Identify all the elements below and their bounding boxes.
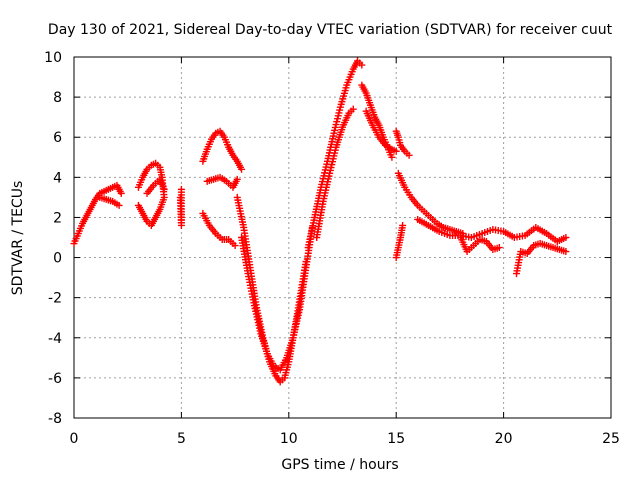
series-early-lower — [96, 193, 123, 209]
y-tick-label: -4 — [48, 331, 62, 347]
series-band-16-22 — [414, 215, 570, 246]
series-patch-15 — [392, 127, 413, 159]
y-tick-label: 10 — [44, 50, 62, 66]
y-tick-label: 6 — [53, 130, 62, 146]
y-tick-label: 0 — [53, 251, 62, 267]
series-loops-3-4b — [143, 175, 168, 197]
data-point — [134, 201, 142, 209]
data-point — [358, 61, 366, 69]
data-point — [562, 248, 570, 256]
x-tick-label: 0 — [70, 431, 79, 447]
series-lower-band — [199, 209, 239, 250]
data-point — [399, 221, 407, 229]
grid — [74, 57, 611, 418]
y-tick-label: -6 — [48, 371, 62, 387]
data-point — [388, 153, 396, 161]
series-rise-11-13b — [313, 105, 357, 241]
data-marks — [70, 57, 570, 386]
series-rise-6-7 — [199, 127, 246, 173]
series-loops-3-4 — [134, 159, 168, 229]
axis-ticks: 0 5 10 15 20 25 -8 -6 -4 -2 0 2 4 6 8 10 — [44, 50, 620, 447]
data-point — [562, 234, 570, 241]
series-isolated-5 — [176, 185, 185, 229]
data-point — [233, 175, 241, 183]
data-point — [117, 189, 125, 197]
data-point — [405, 151, 413, 159]
y-tick-label: -2 — [48, 291, 62, 307]
plot-frame — [73, 56, 612, 419]
x-tick-label: 15 — [387, 431, 405, 447]
data-point — [231, 242, 239, 250]
data-point — [160, 185, 168, 193]
series-decay-15-18 — [394, 169, 467, 237]
series-low-15 — [392, 221, 407, 262]
data-point — [176, 193, 184, 201]
series-descent-13-15b — [362, 107, 400, 155]
x-axis-label: GPS time / hours — [281, 457, 398, 473]
series-mid-band — [203, 173, 241, 191]
data-point — [349, 105, 357, 113]
y-axis-label: SDTVAR / TECUs — [10, 181, 26, 296]
x-tick-label: 10 — [280, 431, 298, 447]
y-tick-label: 8 — [53, 90, 62, 106]
series-band-18-20-low — [457, 234, 503, 256]
series-early-rise — [70, 181, 125, 248]
y-tick-label: 4 — [53, 170, 62, 186]
series-trough-b — [238, 223, 316, 374]
series-tail-20-23 — [512, 240, 570, 278]
data-point — [392, 147, 400, 155]
y-tick-label: -8 — [48, 411, 62, 427]
y-tick-label: 2 — [53, 210, 62, 226]
x-tick-label: 25 — [602, 431, 620, 447]
data-point — [495, 244, 503, 252]
x-tick-label: 5 — [177, 431, 186, 447]
data-point — [115, 201, 123, 209]
chart-title: Day 130 of 2021, Sidereal Day-to-day VTE… — [48, 22, 613, 38]
data-point — [238, 165, 246, 173]
x-tick-label: 20 — [495, 431, 513, 447]
